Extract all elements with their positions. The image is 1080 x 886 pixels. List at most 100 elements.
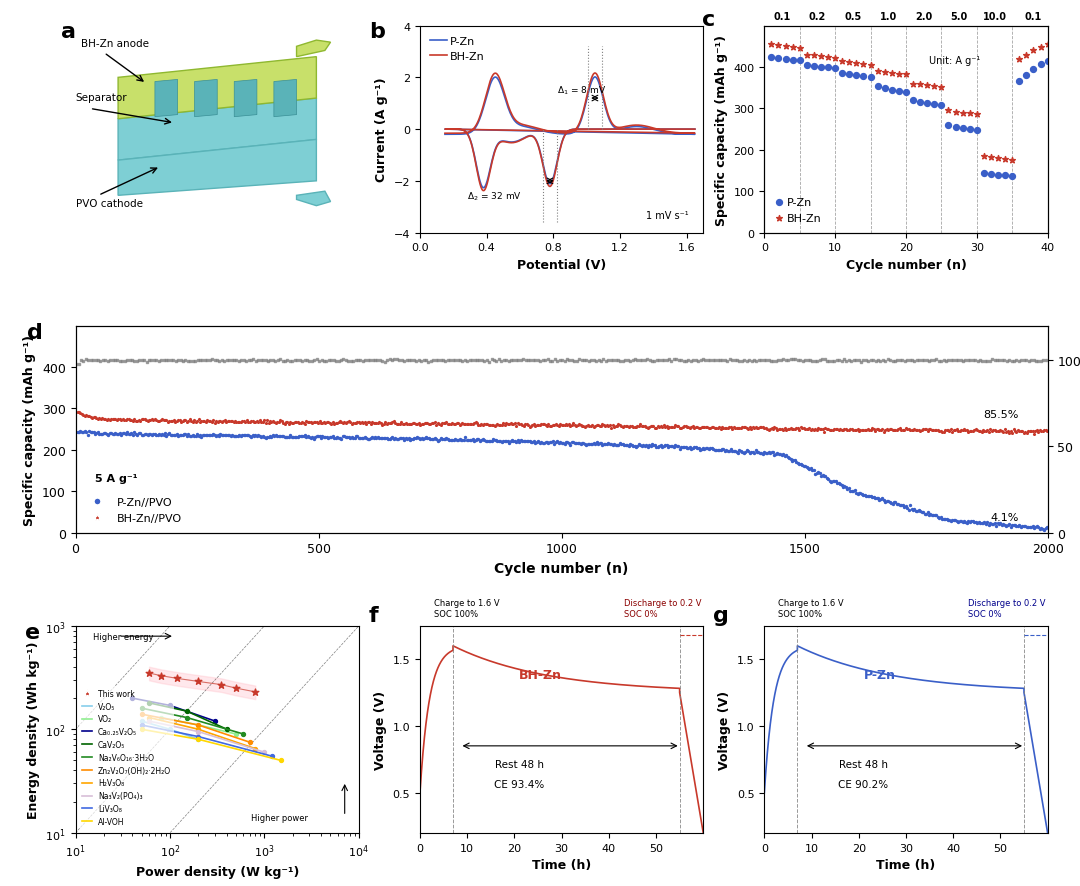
Point [918,354,935,368]
BH-Zn//PVO [267,416,284,431]
Text: e: e [25,622,40,642]
Point [230,354,247,369]
Point [850,354,867,368]
P-Zn//PVO [798,461,815,475]
BH-Zn//PVO [465,416,483,431]
P-Zn//PVO [915,505,932,519]
Point [397,354,415,368]
BH-Zn//PVO [899,423,916,437]
P-Zn [791,54,808,68]
P-Zn//PVO [140,428,158,442]
P-Zn//PVO [910,503,928,517]
BH-Zn [919,79,936,93]
BH-Zn//PVO [69,405,86,419]
P-Zn//PVO [279,431,296,445]
Point [356,354,374,368]
P-Zn//PVO [819,470,836,485]
P-Zn//PVO [781,452,798,466]
Point [500,354,517,369]
P-Zn//PVO [599,437,617,451]
P-Zn//PVO [453,433,470,447]
BH-Zn//PVO [837,423,854,437]
P-Zn//PVO [424,433,442,447]
P-Zn//PVO [1028,520,1045,534]
BH-Zn//PVO [403,417,420,431]
Point [689,354,706,369]
Point [140,354,158,368]
BH-Zn//PVO [985,424,1002,438]
Point [170,354,187,368]
P-Zn//PVO [417,431,434,445]
P-Zn [588,73,600,83]
P-Zn//PVO [585,437,603,451]
P-Zn//PVO [607,439,624,453]
BH-Zn//PVO [417,416,434,431]
Point [160,354,177,368]
P-Zn//PVO [79,428,96,442]
BH-Zn//PVO [694,421,712,435]
P-Zn//PVO [702,442,719,456]
BH-Zn//PVO [708,421,726,435]
Point [252,354,269,368]
BH-Zn//PVO [415,417,432,431]
Point [349,354,366,368]
P-Zn//PVO [1008,519,1025,533]
P-Zn//PVO [165,428,183,442]
BH-Zn [869,65,887,79]
Point [459,354,476,369]
P-Zn//PVO [178,430,195,444]
P-Zn//PVO [125,425,143,439]
BH-Zn [438,128,451,139]
Point [755,354,772,368]
Point [190,725,207,739]
Point [881,354,899,368]
Point [747,354,765,369]
P-Zn//PVO [792,458,809,472]
Point [867,354,885,369]
Point [831,354,848,368]
P-Zn//PVO [741,446,758,460]
BH-Zn//PVO [578,419,595,433]
Point [631,354,648,368]
BH-Zn [460,128,473,138]
P-Zn//PVO [767,447,784,462]
BH-Zn//PVO [202,415,219,429]
BH-Zn//PVO [796,422,813,436]
Point [90,354,107,368]
P-Zn//PVO [718,443,735,457]
P-Zn [933,99,950,113]
P-Zn//PVO [394,431,411,446]
Point [566,354,583,369]
Point [70,357,87,371]
P-Zn//PVO [591,437,608,451]
Text: Discharge to 0.2 V
SOC 0%: Discharge to 0.2 V SOC 0% [969,598,1045,618]
P-Zn//PVO [208,428,226,442]
P-Zn//PVO [99,429,117,443]
P-Zn [876,82,893,96]
P-Zn//PVO [77,425,94,439]
P-Zn//PVO [303,431,321,445]
Point [109,354,126,368]
P-Zn//PVO [783,454,800,468]
Point [990,354,1008,368]
P-Zn//PVO [629,439,646,454]
BH-Zn [975,150,993,164]
Polygon shape [297,41,330,58]
P-Zn//PVO [825,475,842,489]
P-Zn//PVO [779,451,796,465]
P-Zn [975,167,993,181]
Point [102,354,119,368]
Point [899,354,916,368]
P-Zn [1017,69,1035,83]
P-Zn//PVO [962,515,980,529]
Point [123,354,140,368]
BH-Zn//PVO [345,416,362,431]
P-Zn//PVO [999,518,1016,532]
BH-Zn//PVO [815,425,833,439]
P-Zn//PVO [744,446,761,460]
P-Zn//PVO [928,509,945,523]
Point [456,354,473,368]
BH-Zn//PVO [222,415,240,429]
Point [376,355,393,369]
P-Zn//PVO [477,435,495,449]
